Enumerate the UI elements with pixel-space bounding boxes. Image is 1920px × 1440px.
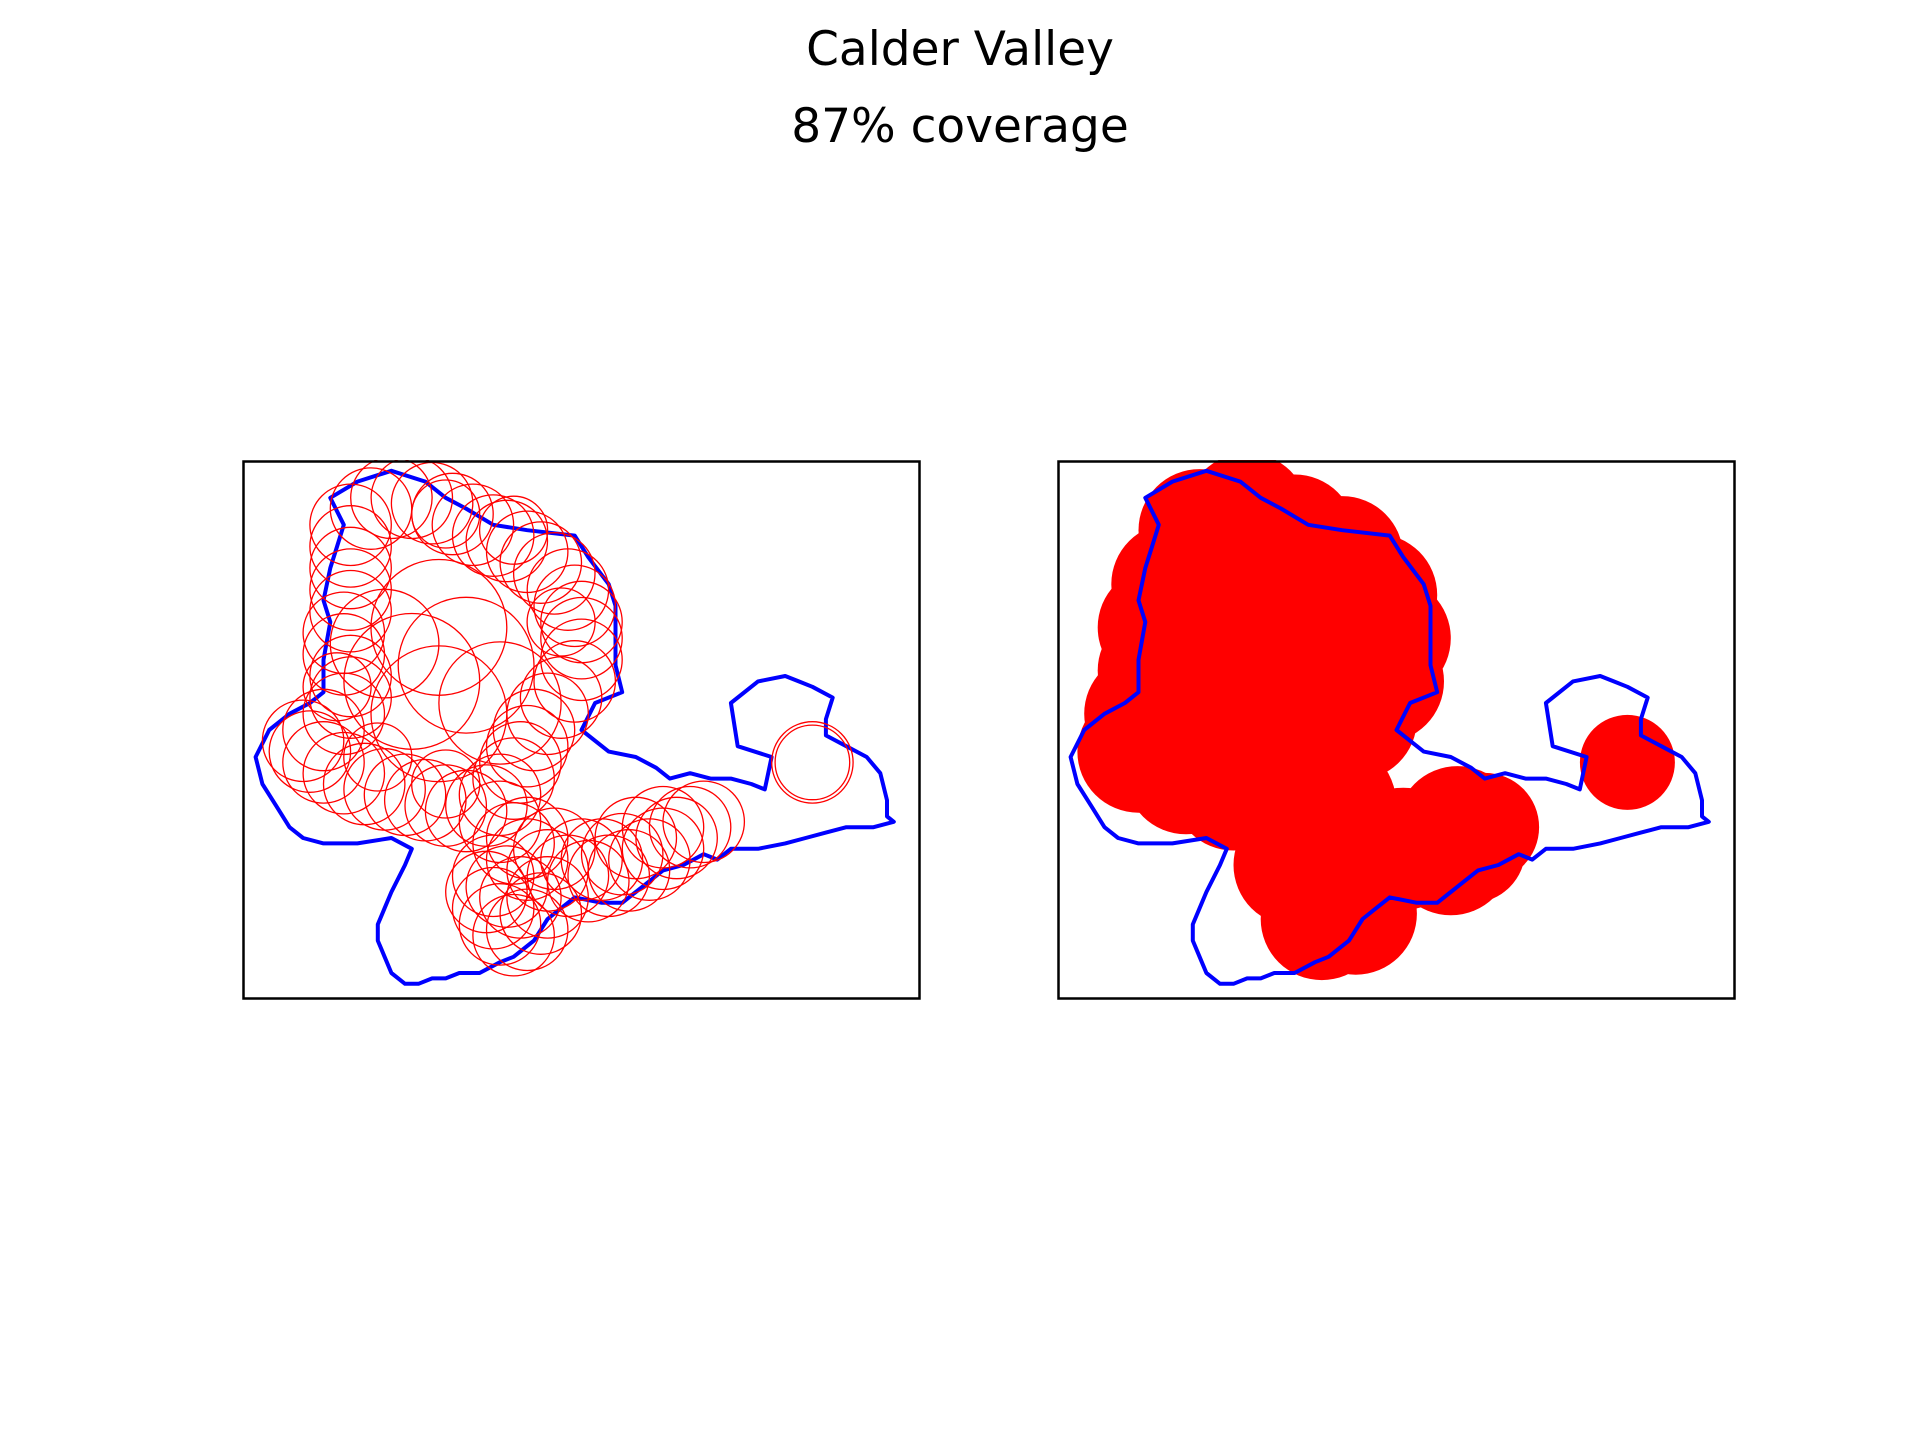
- coverage-circle: [302, 652, 372, 722]
- valley-boundary: [1068, 468, 1711, 986]
- axes-frame: [1057, 460, 1736, 1000]
- coverage-circle: [397, 596, 535, 734]
- coverage-circle: [431, 483, 515, 567]
- coverage-circle: [302, 731, 386, 815]
- coverage-circle: [479, 856, 562, 939]
- coverage-circle: [540, 580, 623, 664]
- valley-boundary: [253, 468, 896, 986]
- coverage-circle: [282, 688, 365, 772]
- coverage-circle: [594, 796, 678, 880]
- coverage-circle: [458, 780, 542, 864]
- coverage-circle: [662, 780, 746, 864]
- coverage-circle: [343, 612, 481, 750]
- coverage-circle: [492, 688, 576, 772]
- coverage-circle: [451, 834, 535, 918]
- filled-circles-panel: [1057, 460, 1736, 1000]
- coverage-circle: [458, 883, 542, 966]
- coverage-circle: [322, 742, 406, 826]
- coverage-circle: [485, 510, 569, 594]
- coverage-circle: [343, 748, 426, 831]
- coverage-circle: [411, 749, 481, 819]
- coverage-circle: [485, 704, 569, 788]
- coverage-circle: [451, 494, 535, 577]
- coverage-circle: [499, 521, 583, 604]
- coverage-circle: [309, 526, 392, 610]
- coverage-circle: [485, 888, 569, 972]
- coverage-circle: [309, 569, 392, 653]
- chart-subtitle: 87% coverage: [791, 99, 1129, 154]
- coverage-circles: [1077, 460, 1675, 981]
- coverage-circle: [771, 721, 854, 804]
- coverage-circle: [1416, 794, 1526, 904]
- coverage-circle: [458, 753, 542, 837]
- coverage-circle: [268, 710, 352, 793]
- coverage-circle: [485, 796, 569, 880]
- coverage-circle: [1579, 714, 1675, 810]
- coverage-circle: [472, 737, 555, 820]
- coverage-circle: [343, 722, 413, 792]
- coverage-circle: [438, 641, 562, 765]
- coverage-circle: [479, 721, 562, 804]
- coverage-circles: [261, 460, 854, 977]
- coverage-circle: [499, 872, 583, 955]
- coverage-circle: [519, 656, 603, 739]
- coverage-circle: [540, 618, 623, 702]
- outline-circles-plot: [242, 460, 921, 1000]
- axes-frame: [242, 460, 921, 1000]
- filled-circles-plot: [1057, 460, 1736, 1000]
- coverage-circle: [472, 893, 555, 977]
- coverage-circle: [506, 856, 589, 939]
- coverage-circle: [329, 588, 440, 699]
- coverage-circle: [309, 505, 392, 588]
- coverage-circle: [512, 532, 596, 615]
- coverage-circle: [261, 699, 345, 783]
- coverage-circle: [1138, 597, 1275, 734]
- coverage-circle: [648, 785, 732, 869]
- coverage-circle: [540, 596, 623, 680]
- coverage-circle: [309, 483, 392, 567]
- coverage-circle: [533, 640, 617, 723]
- coverage-circle: [774, 724, 851, 801]
- coverage-circle: [411, 479, 481, 549]
- coverage-circle: [526, 548, 610, 631]
- coverage-circle: [478, 495, 549, 565]
- coverage-circle: [526, 587, 596, 657]
- coverage-circle: [533, 564, 617, 648]
- chart-title: Calder Valley: [806, 22, 1114, 77]
- coverage-circle: [350, 460, 433, 540]
- coverage-circle: [282, 721, 365, 804]
- coverage-circle: [465, 845, 549, 928]
- outline-circles-panel: [242, 460, 921, 1000]
- coverage-circle: [302, 613, 386, 696]
